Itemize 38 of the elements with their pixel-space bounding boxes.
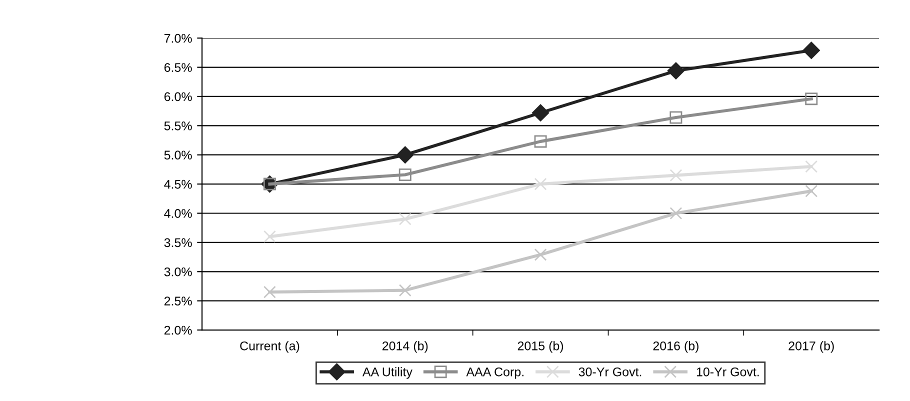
- y-tick-label: 6.0%: [164, 92, 192, 102]
- y-tick-label: 7.0%: [164, 34, 192, 43]
- point: [802, 42, 820, 59]
- y-tick-label: 2.0%: [164, 326, 192, 335]
- point: [805, 160, 818, 173]
- point: [532, 104, 550, 122]
- x-tick-label: 2017 (b): [788, 341, 834, 353]
- point: [263, 230, 276, 243]
- x-tick-label: 2016 (b): [653, 341, 698, 353]
- point: [670, 111, 682, 124]
- y-tick-label: 6.5%: [164, 63, 192, 72]
- legend-label: 30-Yr Govt.: [578, 367, 642, 376]
- y-tick-label: 5.0%: [164, 150, 192, 160]
- point: [263, 286, 276, 298]
- y-tick-label: 3.5%: [164, 238, 192, 248]
- point: [667, 62, 684, 80]
- x-tick-label: Current (a): [240, 341, 300, 353]
- y-tick-label: 4.0%: [164, 209, 192, 218]
- x-tick-label: 2014 (b): [382, 341, 428, 353]
- y-tick-label: 5.5%: [164, 122, 192, 130]
- y-tick-label: 4.5%: [164, 180, 192, 189]
- legend-label: AA Utility: [362, 367, 412, 379]
- legend-label: AAA Corp.: [466, 367, 524, 379]
- point: [398, 168, 412, 181]
- point: [670, 169, 682, 182]
- legend-label: 10-Yr Govt.: [696, 367, 759, 376]
- point: [534, 135, 547, 148]
- point: [396, 146, 414, 164]
- x-tick-label: 2015 (b): [518, 341, 564, 353]
- point: [534, 178, 547, 190]
- point: [398, 284, 412, 297]
- point: [670, 207, 682, 220]
- y-tick-label: 2.5%: [164, 296, 192, 306]
- point: [805, 184, 818, 198]
- point: [534, 248, 547, 261]
- y-tick-label: 3.0%: [164, 267, 192, 276]
- point: [398, 212, 412, 226]
- point: [805, 92, 818, 106]
